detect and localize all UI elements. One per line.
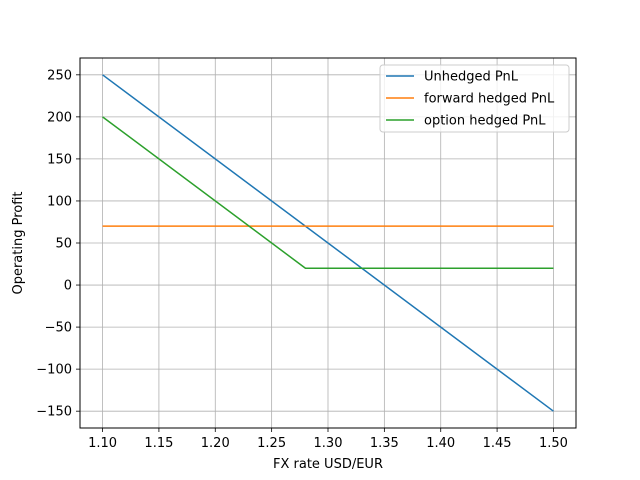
x-tick-label: 1.25 xyxy=(257,436,286,451)
y-tick-label: 50 xyxy=(55,237,72,252)
y-tick-label: 250 xyxy=(47,68,72,83)
series-line-unhedged-pnl xyxy=(102,74,554,412)
x-tick-label: 1.40 xyxy=(426,436,455,451)
legend-label: option hedged PnL xyxy=(424,114,546,129)
y-tick-label: −50 xyxy=(45,321,72,336)
y-axis-label: Operating Profit xyxy=(11,191,26,294)
legend-label: Unhedged PnL xyxy=(424,70,519,85)
x-tick-label: 1.35 xyxy=(370,436,399,451)
x-axis-label: FX rate USD/EUR xyxy=(273,457,383,472)
y-tick-label: −150 xyxy=(36,405,72,420)
y-tick-label: 0 xyxy=(64,279,72,294)
series-line-option-hedged-pnl xyxy=(102,116,554,269)
y-tick-label: −100 xyxy=(36,363,72,378)
y-tick-label: 150 xyxy=(47,152,72,167)
x-tick-label: 1.20 xyxy=(201,436,230,451)
x-tick-label: 1.50 xyxy=(539,436,568,451)
y-tick-label: 100 xyxy=(47,194,72,209)
x-tick-label: 1.15 xyxy=(144,436,173,451)
x-tick-label: 1.10 xyxy=(88,436,117,451)
legend: Unhedged PnL forward hedged PnL option hed… xyxy=(379,64,570,133)
x-tick-label: 1.30 xyxy=(314,436,343,451)
y-tick-label: 200 xyxy=(47,110,72,125)
legend-box xyxy=(379,64,570,133)
series-lines xyxy=(102,74,554,412)
axis-ticks: 1.10 1.15 1.20 1.25 1.30 1.35 1.40 1.45 1.50 250 2… xyxy=(36,68,568,451)
x-tick-label: 1.45 xyxy=(483,436,512,451)
legend-label: forward hedged PnL xyxy=(424,92,555,107)
